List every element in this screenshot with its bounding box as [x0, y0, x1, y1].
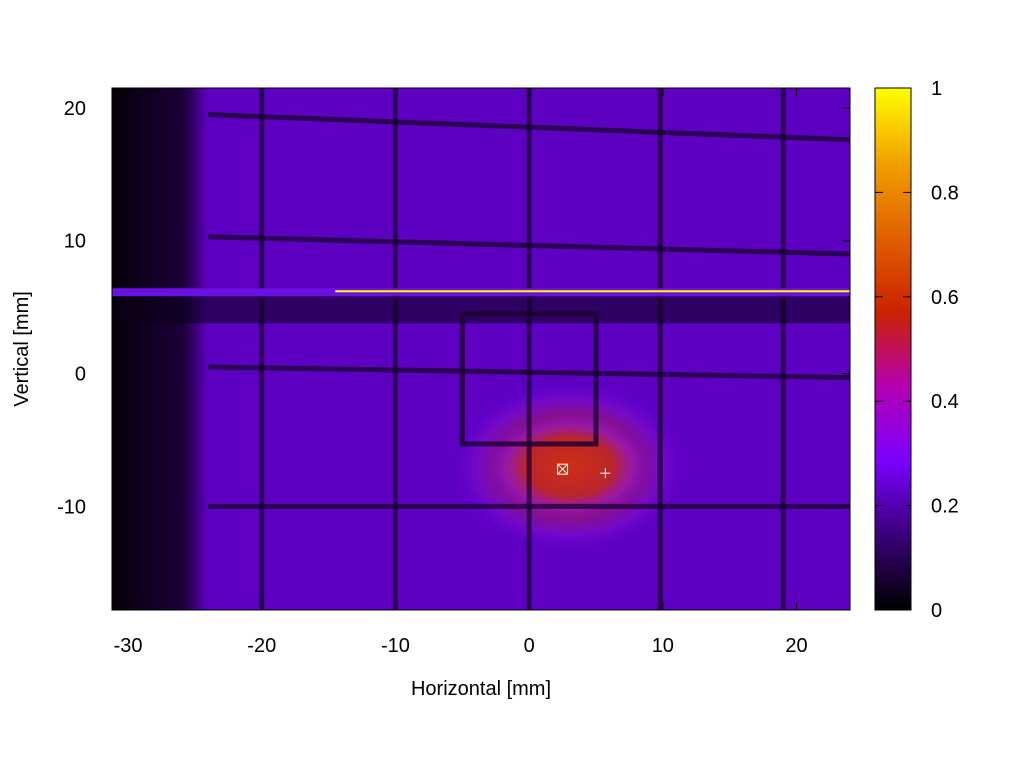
- beam-spot: [489, 413, 650, 520]
- colorbar-tick-label: 0.2: [931, 496, 959, 518]
- colorbar-tick-label: 0.6: [931, 287, 959, 309]
- plot-frame: [111, 87, 851, 611]
- x-tick-label: -20: [247, 635, 276, 657]
- grid-wire-horizontal: [208, 234, 850, 257]
- y-axis: -10 0 10 20: [57, 98, 850, 518]
- colorbar-tick-label: 0.4: [931, 391, 959, 413]
- x-axis-label: Horizontal [mm]: [411, 678, 551, 700]
- x-axis: -30 -20 -10 0 10 20: [114, 88, 808, 657]
- marker-boxed-x: [557, 463, 569, 475]
- dark-left-region: [112, 88, 209, 610]
- x-tick-label: -30: [114, 635, 143, 657]
- colorbar-gradient: [874, 87, 912, 611]
- dark-band: [112, 293, 850, 324]
- x-tick-label: 0: [524, 635, 535, 657]
- y-tick-label: 10: [64, 231, 86, 253]
- colorbar-tick-label: 0: [931, 600, 942, 622]
- heatmap-background: [112, 88, 850, 610]
- y-tick-label: 20: [64, 98, 86, 120]
- plot-area: [112, 88, 850, 610]
- x-tick-label: -10: [381, 635, 410, 657]
- y-tick-label: -10: [57, 496, 86, 518]
- colorbar-tick-label: 0.8: [931, 182, 959, 204]
- frame-outline: [459, 311, 599, 447]
- grid-wire-horizontal: [208, 112, 850, 143]
- colorbar-ticks: 0 0.2 0.4 0.6 0.8 1: [875, 78, 959, 622]
- x-tick-label: 20: [785, 635, 807, 657]
- grid-wire-horizontal: [208, 364, 850, 381]
- y-axis-label: Vertical [mm]: [11, 291, 33, 407]
- x-tick-label: 10: [652, 635, 674, 657]
- y-tick-label: 0: [75, 364, 86, 386]
- colorbar: [874, 87, 912, 611]
- colorbar-tick-label: 1: [931, 78, 942, 100]
- marker-plus: [600, 468, 611, 479]
